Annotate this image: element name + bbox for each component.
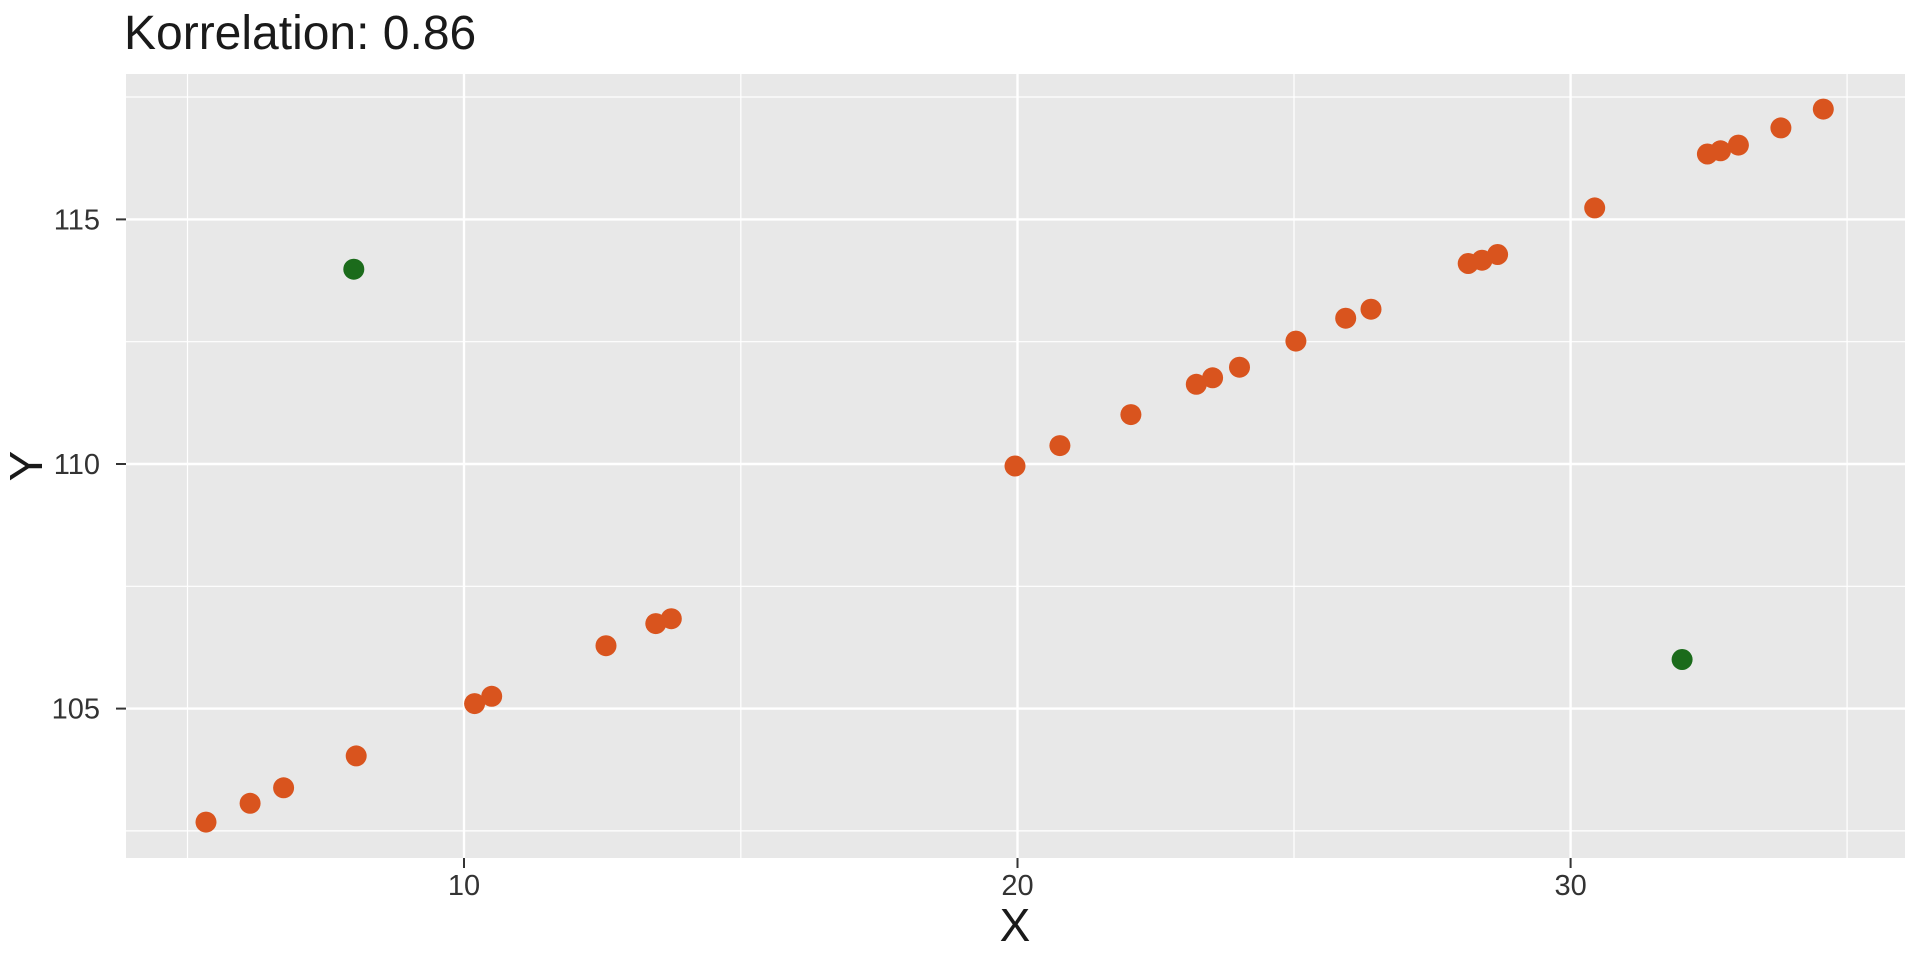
svg-text:115: 115 (54, 204, 100, 236)
svg-text:105: 105 (52, 694, 100, 726)
svg-text:110: 110 (54, 449, 100, 481)
svg-text:X: X (1000, 899, 1031, 951)
svg-text:30: 30 (1554, 870, 1586, 902)
svg-text:Y: Y (0, 451, 52, 482)
svg-text:20: 20 (1001, 870, 1033, 902)
svg-text:10: 10 (448, 870, 480, 902)
